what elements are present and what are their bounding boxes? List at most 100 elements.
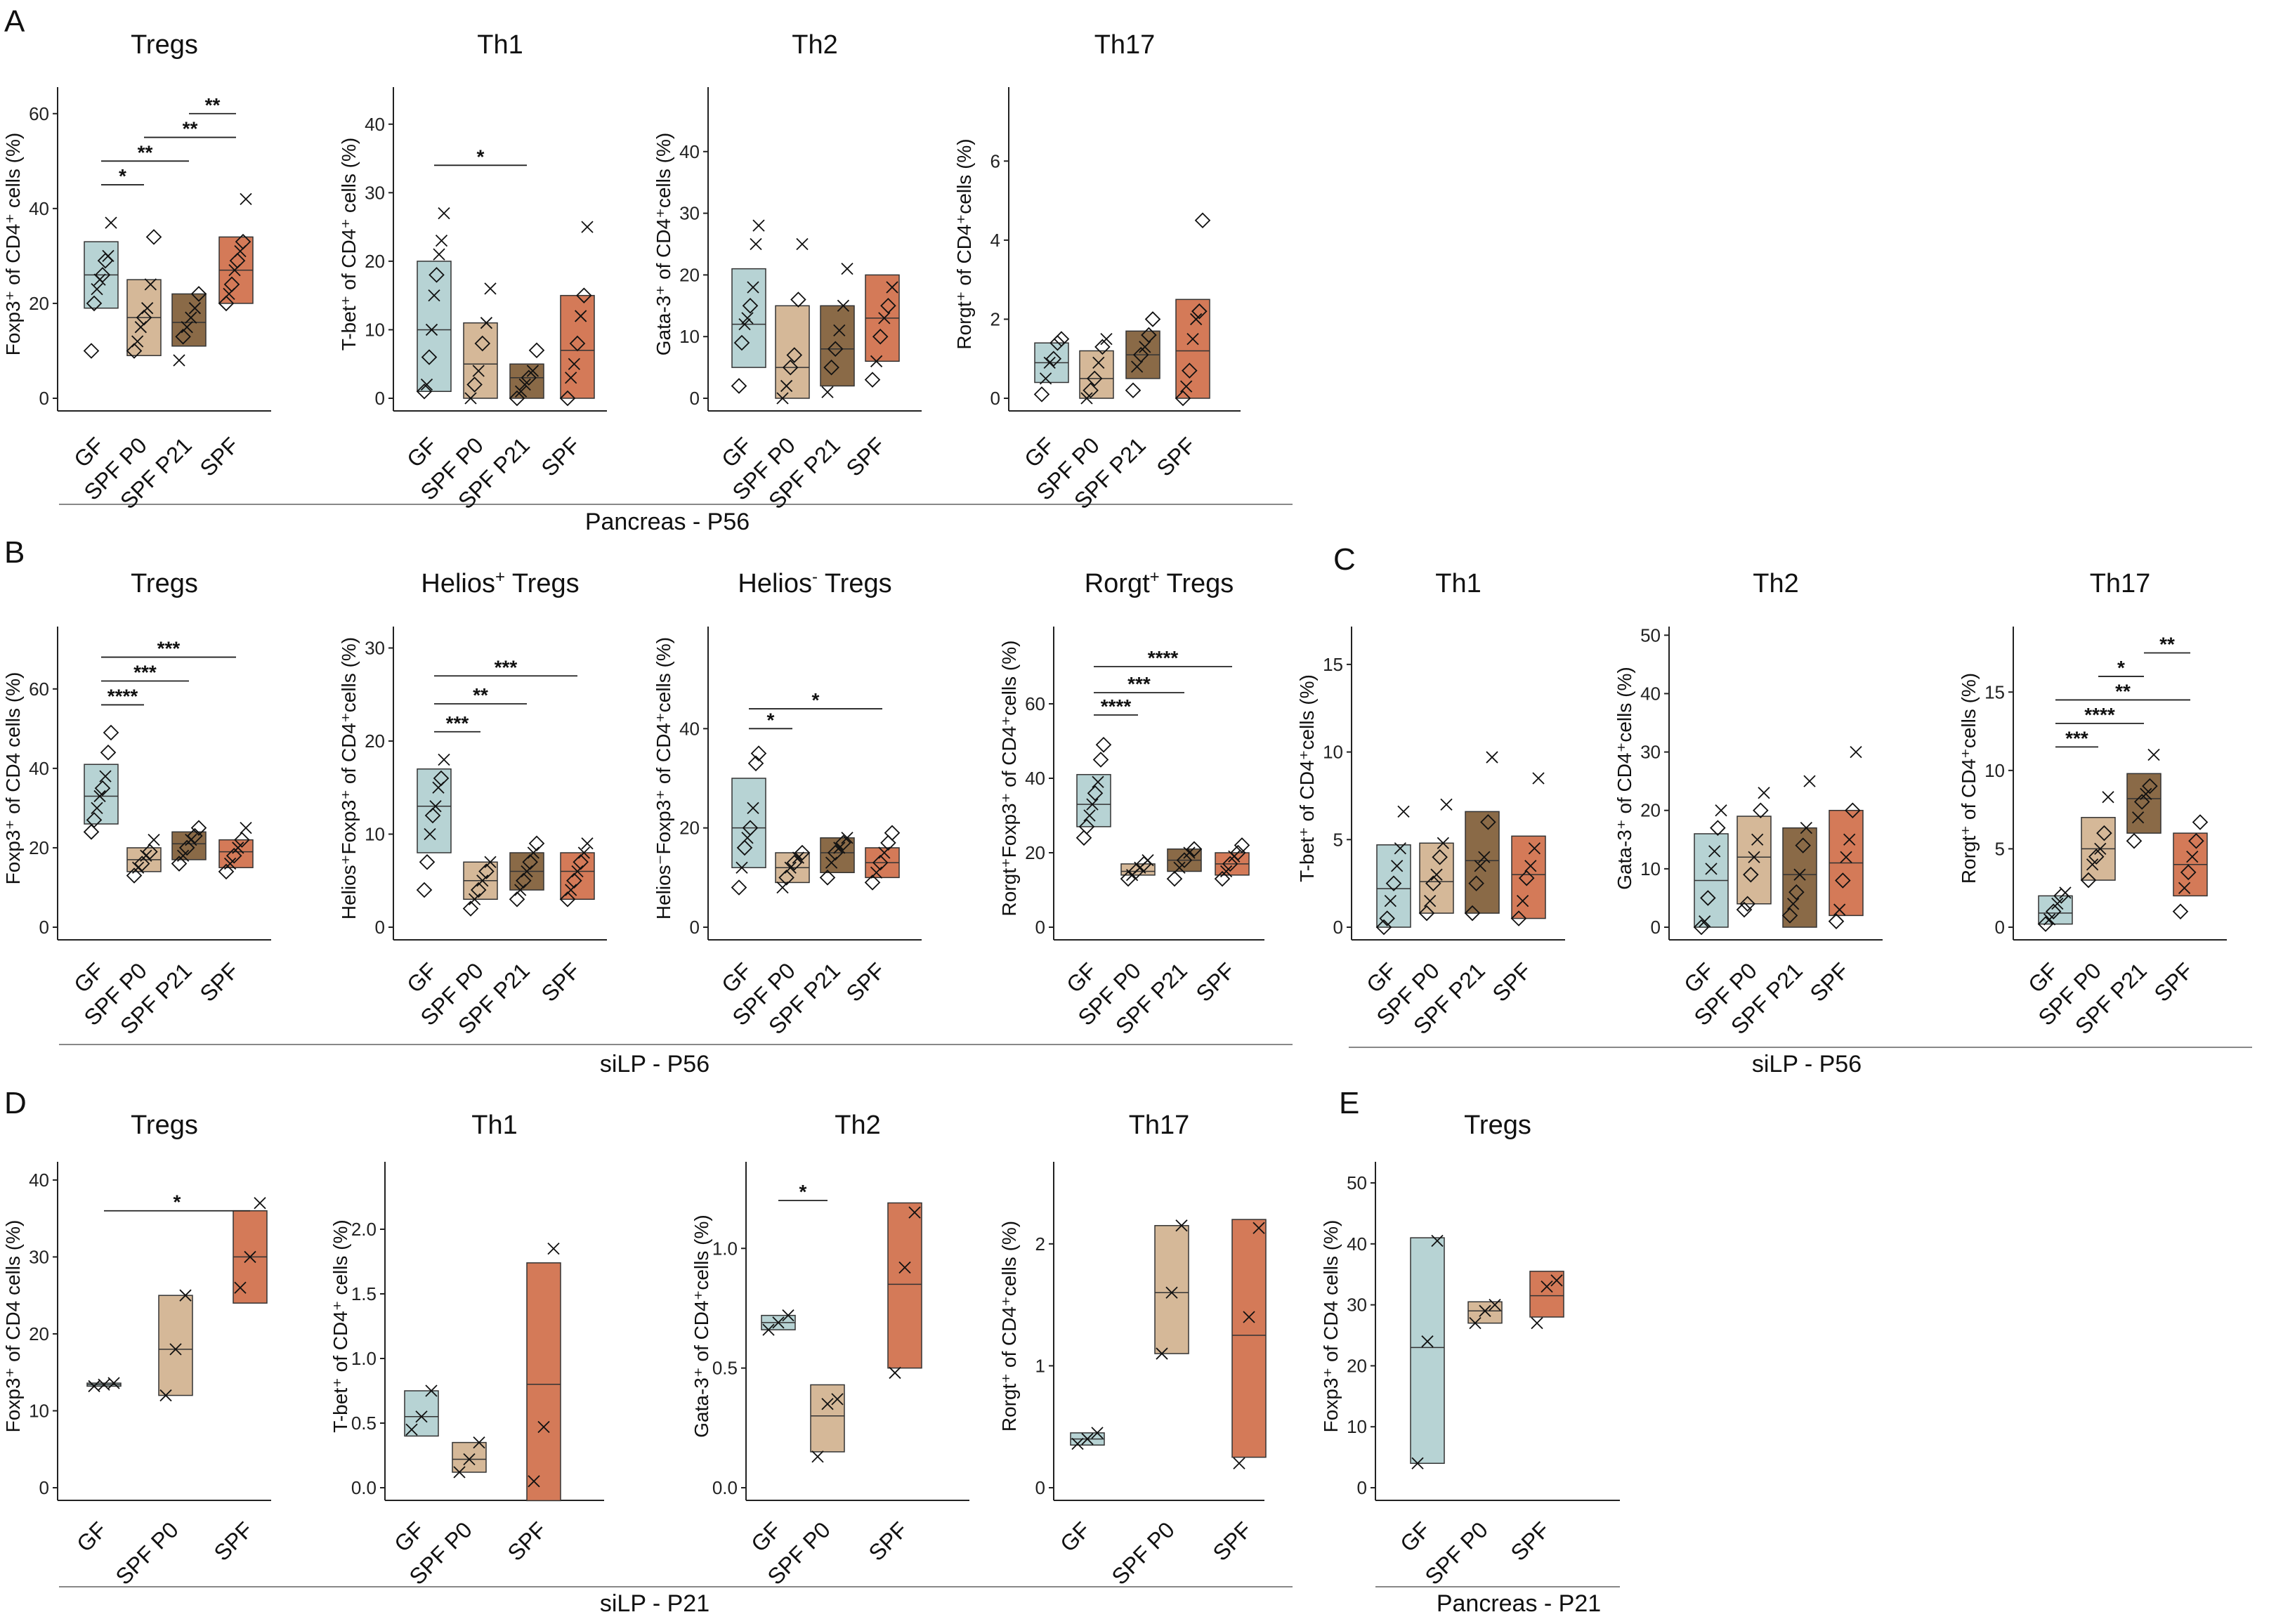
- significance-label: ***: [133, 661, 157, 683]
- y-tick-label: 50: [1640, 624, 1661, 646]
- x-tick-label: GF: [1395, 1517, 1435, 1557]
- group-line-silp-p21: [59, 1586, 1293, 1587]
- data-point-cross: [784, 861, 797, 874]
- data-point-diamond: [1166, 870, 1183, 887]
- box-spf-p0: [1079, 350, 1114, 399]
- data-point-diamond: [1194, 212, 1211, 229]
- data-point-cross: [833, 842, 846, 854]
- panel-letter-c: C: [1333, 542, 1356, 577]
- data-point-diamond: [1795, 837, 1811, 853]
- data-point-cross: [537, 1420, 550, 1434]
- x-tick-label: SPF: [863, 1517, 912, 1565]
- significance-label: *: [2117, 657, 2125, 679]
- y-tick-label: 0.5: [712, 1358, 738, 1379]
- data-point-diamond: [884, 825, 901, 842]
- y-tick-label: 6: [990, 150, 1000, 171]
- significance-label: **: [2159, 633, 2175, 655]
- significance-label: ****: [107, 685, 138, 707]
- data-point-cross: [141, 302, 154, 315]
- y-tick-label: 2: [990, 308, 1000, 329]
- data-point-cross: [1175, 1219, 1188, 1232]
- data-point-diamond: [175, 328, 191, 345]
- data-point-cross: [88, 1380, 100, 1393]
- data-point-diamond: [1379, 910, 1395, 926]
- y-axis-label: Helios⁺Foxp3⁺ of CD4⁺cells (%): [338, 637, 360, 919]
- data-point-cross: [762, 1323, 775, 1336]
- data-point-diamond: [1214, 870, 1231, 887]
- data-point-cross: [1183, 846, 1196, 859]
- data-point-cross: [429, 800, 442, 813]
- data-point-diamond: [1845, 802, 1861, 818]
- chart-title: Th1: [1435, 569, 1481, 598]
- data-point-diamond: [416, 882, 433, 898]
- data-point-cross: [1833, 903, 1846, 916]
- y-tick-label: 10: [365, 824, 385, 845]
- y-tick-label: 20: [365, 731, 385, 752]
- data-point-diamond: [872, 854, 889, 871]
- data-point-diamond: [1418, 905, 1435, 922]
- data-point-cross: [1071, 1437, 1084, 1451]
- x-tick-label: SPF P0: [111, 1517, 183, 1589]
- data-point-diamond: [1828, 913, 1845, 929]
- data-point-diamond: [190, 286, 207, 302]
- data-point-diamond: [2142, 778, 2158, 794]
- panel-letter-b: B: [4, 535, 25, 570]
- y-tick-label: 0: [1333, 917, 1343, 938]
- group-label-silp-p56-c: siLP - P56: [1751, 1051, 1862, 1078]
- y-tick-label: 0.0: [351, 1477, 377, 1498]
- chart-d4: 0 1 2 Rorgt⁺ of CD4⁺cells (%) Th17 GF SPF P0 SP…: [998, 1111, 1267, 1590]
- chart-title: Tregs: [131, 1111, 198, 1140]
- data-point-cross: [1787, 898, 1800, 910]
- data-point-diamond: [794, 844, 811, 861]
- data-point-cross: [1391, 860, 1404, 872]
- box-spf: [1511, 835, 1546, 919]
- data-point-diamond: [742, 820, 759, 836]
- data-point-diamond: [474, 335, 491, 352]
- data-point-cross: [577, 846, 590, 859]
- data-point-cross: [514, 884, 527, 896]
- y-tick-label: 0.5: [351, 1413, 377, 1434]
- data-point-diamond: [1083, 382, 1099, 399]
- data-point-cross: [1474, 860, 1486, 872]
- y-tick-label: 10: [1984, 760, 2005, 781]
- y-tick-label: 5: [1333, 829, 1343, 850]
- data-point-cross: [1092, 356, 1105, 369]
- data-point-diamond: [786, 347, 803, 363]
- data-point-cross: [547, 1242, 560, 1255]
- data-point-cross: [1440, 798, 1453, 811]
- y-tick-label: 20: [679, 264, 700, 285]
- x-tick-label: SPF: [1805, 957, 1853, 1006]
- significance-label: *: [174, 1191, 181, 1213]
- significance-label: ****: [1148, 647, 1179, 669]
- chart-title: Tregs: [1464, 1111, 1531, 1140]
- data-point-diamond: [234, 832, 250, 848]
- data-point-cross: [254, 1197, 266, 1210]
- data-point-diamond: [145, 229, 162, 245]
- x-tick-label: SPF: [1505, 1517, 1554, 1565]
- data-point-diamond: [1710, 820, 1726, 836]
- data-point-cross: [1384, 894, 1397, 908]
- data-point-diamond: [827, 844, 844, 861]
- data-point-cross: [741, 312, 754, 325]
- significance-label: **: [2115, 680, 2131, 702]
- data-point-cross: [1705, 863, 1718, 875]
- data-point-cross: [1142, 853, 1154, 867]
- data-point-diamond: [1176, 852, 1193, 868]
- data-point-diamond: [1094, 339, 1111, 355]
- chart-title: Th17: [1094, 30, 1156, 60]
- y-tick-label: 0: [1995, 917, 2005, 938]
- box-spf-p0: [1154, 1225, 1189, 1354]
- y-tick-label: 40: [1025, 768, 1045, 789]
- data-point-diamond: [823, 359, 839, 376]
- data-point-diamond: [83, 343, 100, 359]
- data-point-cross: [526, 365, 539, 377]
- x-tick-label: SPF: [841, 957, 889, 1006]
- data-point-cross: [735, 861, 748, 874]
- data-point-diamond: [819, 870, 836, 886]
- data-point-diamond: [1693, 919, 1710, 936]
- data-point-cross: [878, 312, 891, 325]
- data-point-diamond: [429, 267, 445, 283]
- data-point-diamond: [1182, 362, 1198, 379]
- data-point-diamond: [1125, 382, 1142, 399]
- data-point-diamond: [509, 891, 525, 908]
